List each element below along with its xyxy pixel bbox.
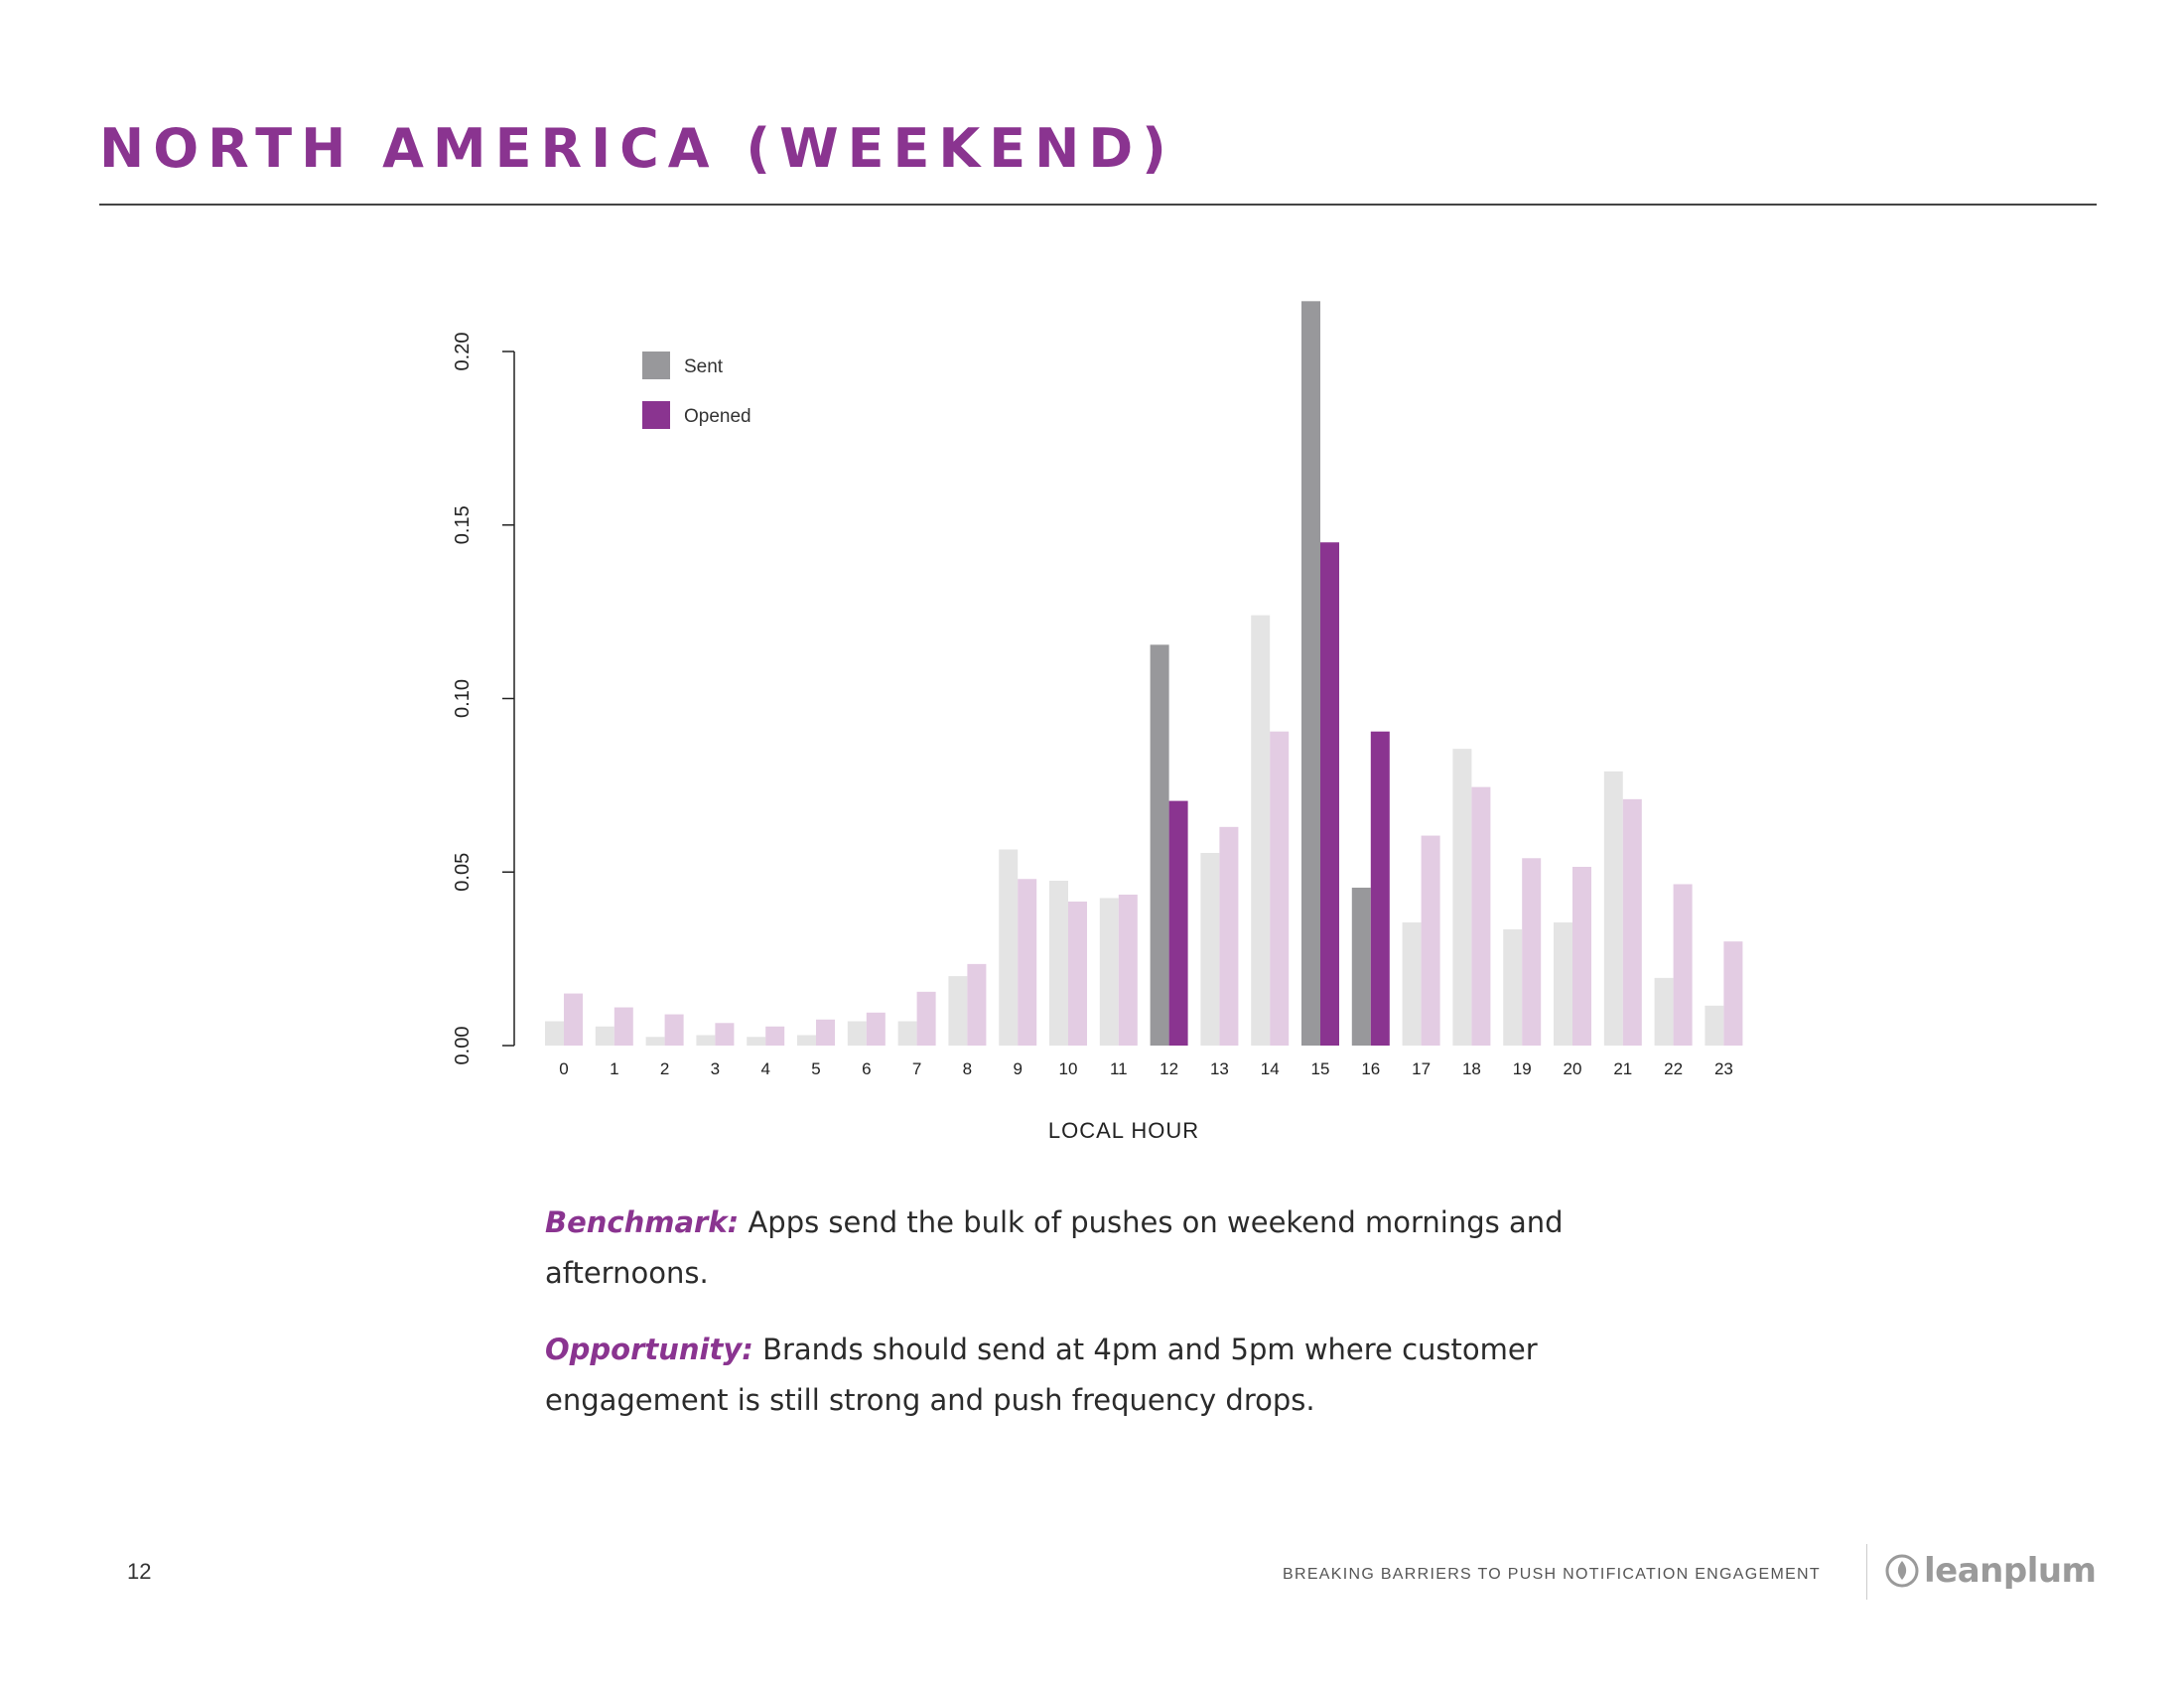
x-tick-label: 11 (1110, 1059, 1128, 1078)
bar-sent (1603, 771, 1623, 1046)
bar-opened (765, 1026, 785, 1046)
bar-sent (1654, 977, 1674, 1046)
bar-opened (564, 993, 583, 1046)
bar-sent (1402, 921, 1422, 1046)
benchmark-note: Benchmark: Apps send the bulk of pushes … (545, 1197, 1697, 1299)
bar-sent (948, 976, 968, 1046)
bar-opened (967, 963, 987, 1046)
bar-opened (664, 1014, 684, 1046)
x-tick-label: 17 (1412, 1059, 1431, 1078)
bar-sent (797, 1035, 816, 1046)
bar-sent (645, 1037, 665, 1046)
y-tick-label: 0.00 (452, 1027, 474, 1065)
bar-sent (545, 1021, 564, 1046)
legend-swatch (642, 352, 670, 379)
notes: Benchmark: Apps send the bulk of pushes … (545, 1197, 1697, 1452)
bar-opened (1320, 542, 1339, 1046)
opportunity-label: Opportunity: (545, 1333, 753, 1366)
legend-swatch (642, 401, 670, 429)
bar-opened (1168, 800, 1188, 1046)
page-number: 12 (127, 1559, 152, 1584)
bar-opened (1219, 826, 1239, 1046)
bar-opened (715, 1023, 735, 1046)
bar-opened (1673, 884, 1693, 1046)
bar-opened (916, 991, 936, 1046)
bar-sent (1200, 853, 1220, 1046)
title-divider (99, 204, 2097, 206)
bar-sent (1452, 749, 1472, 1046)
x-tick-label: 5 (811, 1059, 820, 1078)
footer-text: BREAKING BARRIERS TO PUSH NOTIFICATION E… (1283, 1566, 1821, 1583)
x-tick-label: 8 (963, 1059, 972, 1078)
bar-sent (747, 1037, 766, 1046)
x-tick-label: 9 (1013, 1059, 1022, 1078)
x-tick-label: 23 (1714, 1059, 1733, 1078)
opportunity-text: Brands should send at 4pm and 5pm where … (545, 1333, 1538, 1417)
bar-opened (866, 1012, 886, 1046)
x-tick-label: 0 (559, 1059, 568, 1078)
bar-sent (1049, 880, 1068, 1046)
x-tick-label: 19 (1513, 1059, 1532, 1078)
bar-opened (1370, 731, 1390, 1046)
bar-opened (614, 1007, 633, 1046)
page-title: NORTH AMERICA (WEEKEND) (99, 117, 1175, 180)
benchmark-label: Benchmark: (545, 1205, 740, 1239)
opportunity-note: Opportunity: Brands should send at 4pm a… (545, 1325, 1697, 1426)
legend-label: Opened (684, 406, 751, 427)
x-tick-label: 13 (1210, 1059, 1229, 1078)
bar-sent (696, 1035, 716, 1046)
bar-sent (1150, 644, 1169, 1046)
bar-sent (1351, 887, 1371, 1046)
y-tick-label: 0.15 (452, 505, 474, 544)
bar-sent (1301, 301, 1320, 1046)
bar-opened (1622, 798, 1642, 1046)
bar-sent (847, 1021, 867, 1046)
x-tick-label: 2 (660, 1059, 669, 1078)
x-tick-label: 6 (862, 1059, 871, 1078)
logo-text: leanplum (1924, 1551, 2097, 1591)
benchmark-text: Apps send the bulk of pushes on weekend … (545, 1205, 1564, 1290)
x-tick-label: 1 (610, 1059, 618, 1078)
leanplum-logo-icon (1885, 1554, 1919, 1588)
bar-opened (1522, 858, 1542, 1046)
x-tick-label: 14 (1261, 1059, 1280, 1078)
x-tick-label: 21 (1613, 1059, 1632, 1078)
footer-divider (1866, 1544, 1867, 1600)
bar-opened (1572, 867, 1591, 1046)
y-tick-label: 0.10 (452, 679, 474, 718)
x-tick-label: 12 (1160, 1059, 1178, 1078)
y-tick-label: 0.05 (452, 853, 474, 892)
bar-opened (816, 1019, 835, 1046)
x-tick-label: 4 (760, 1059, 769, 1078)
bar-opened (1118, 894, 1138, 1046)
bar-sent (595, 1026, 614, 1046)
x-tick-label: 18 (1462, 1059, 1481, 1078)
bar-sent (999, 849, 1019, 1046)
bar-opened (1421, 835, 1440, 1046)
bar-opened (1471, 786, 1491, 1046)
y-tick-label: 0.20 (452, 333, 474, 371)
bar-sent (1503, 928, 1523, 1046)
bar-sent (1251, 615, 1271, 1046)
legend-label: Sent (684, 356, 724, 377)
x-tick-label: 22 (1664, 1059, 1683, 1078)
bar-sent (897, 1021, 917, 1046)
x-tick-label: 16 (1361, 1059, 1380, 1078)
logo: leanplum (1884, 1551, 2097, 1591)
bar-opened (1723, 941, 1743, 1046)
x-tick-label: 7 (912, 1059, 921, 1078)
bar-sent (1705, 1005, 1724, 1046)
x-tick-label: 15 (1311, 1059, 1330, 1078)
x-axis-label: LOCAL HOUR (1047, 1118, 1200, 1143)
bar-sent (1554, 921, 1572, 1046)
bar-opened (1018, 879, 1037, 1046)
x-tick-label: 3 (711, 1059, 720, 1078)
bar-sent (1099, 898, 1119, 1046)
bar-opened (1270, 731, 1290, 1046)
bar-opened (1068, 901, 1087, 1046)
x-tick-label: 10 (1059, 1059, 1078, 1078)
x-tick-label: 20 (1564, 1059, 1582, 1078)
